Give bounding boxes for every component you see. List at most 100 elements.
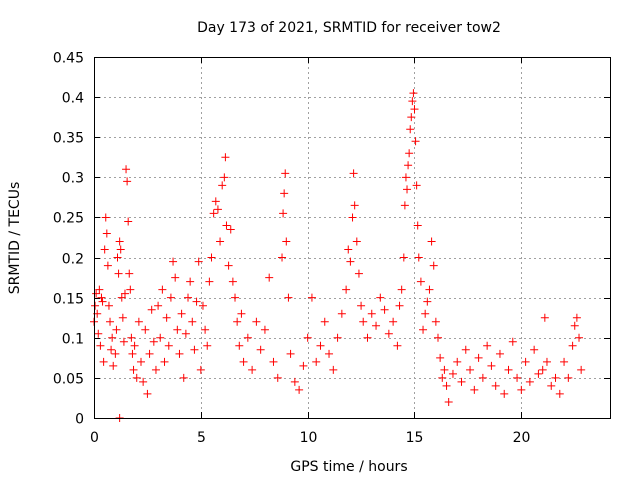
data-point (265, 273, 274, 282)
data-point (470, 385, 479, 394)
data-point (414, 253, 423, 262)
data-point (363, 333, 372, 342)
data-point (416, 277, 425, 286)
data-point (196, 365, 205, 374)
data-point (125, 269, 134, 278)
data-point (372, 321, 381, 330)
data-point (154, 301, 163, 310)
data-point (123, 177, 132, 186)
data-point (112, 325, 121, 334)
data-point (307, 293, 316, 302)
data-point (224, 261, 233, 270)
y-tick-label: 0 (75, 412, 84, 428)
data-point (453, 357, 462, 366)
data-point (279, 209, 288, 218)
data-point (393, 341, 402, 350)
data-point (406, 125, 415, 134)
data-point (216, 237, 225, 246)
data-point (384, 329, 393, 338)
data-point (111, 349, 120, 358)
data-point (106, 317, 115, 326)
data-point (101, 213, 110, 222)
x-axis-label: GPS time / hours (290, 459, 407, 475)
data-point (448, 369, 457, 378)
data-point (431, 317, 440, 326)
data-point (504, 365, 513, 374)
data-point (521, 357, 530, 366)
data-point (303, 333, 312, 342)
data-point (222, 221, 231, 230)
y-tick-label: 0.3 (62, 171, 84, 187)
data-point (570, 321, 579, 330)
data-point (329, 365, 338, 374)
data-point (95, 285, 104, 294)
data-point (248, 365, 257, 374)
data-point (316, 341, 325, 350)
data-point (100, 245, 109, 254)
data-point (184, 293, 193, 302)
data-point (487, 361, 496, 370)
data-point (337, 309, 346, 318)
data-point (483, 341, 492, 350)
x-tick-label: 5 (197, 430, 206, 446)
data-point (352, 237, 361, 246)
data-point (147, 305, 156, 314)
data-point (280, 189, 289, 198)
data-point (132, 373, 141, 382)
data-point (192, 297, 201, 306)
data-point (500, 389, 509, 398)
data-point (220, 173, 229, 182)
data-point (213, 205, 222, 214)
x-tick-label: 0 (90, 430, 99, 446)
data-point (96, 341, 105, 350)
data-point (376, 293, 385, 302)
data-point (209, 209, 218, 218)
data-point (143, 389, 152, 398)
data-point (173, 325, 182, 334)
data-point (429, 261, 438, 270)
data-point (357, 301, 366, 310)
data-point (346, 257, 355, 266)
data-point (252, 317, 261, 326)
data-point (179, 373, 188, 382)
data-point (538, 365, 547, 374)
y-tick-label: 0.45 (53, 51, 84, 67)
data-point (427, 237, 436, 246)
data-point (425, 285, 434, 294)
data-point (145, 349, 154, 358)
data-point (151, 365, 160, 374)
data-point (139, 377, 148, 386)
data-point (116, 245, 125, 254)
data-point (186, 277, 195, 286)
data-point (466, 365, 475, 374)
data-point (436, 353, 445, 362)
data-point (108, 333, 117, 342)
data-point (564, 373, 573, 382)
data-point (260, 325, 269, 334)
data-point (233, 317, 242, 326)
data-point (344, 245, 353, 254)
data-point (401, 173, 410, 182)
data-point (530, 345, 539, 354)
data-point (286, 349, 295, 358)
data-point (438, 373, 447, 382)
data-point (256, 345, 265, 354)
axis-ticks: 0 0.05 0.1 0.15 0.2 0.25 0.3 0.35 0.4 0.45 0 5 10 15 2… (53, 51, 610, 446)
x-tick-label: 15 (406, 430, 424, 446)
data-point (408, 97, 417, 106)
data-point (542, 357, 551, 366)
y-tick-label: 0.2 (62, 252, 84, 268)
data-point (166, 293, 175, 302)
data-point (517, 385, 526, 394)
data-point (551, 373, 560, 382)
data-point (354, 269, 363, 278)
y-tick-label: 0.15 (53, 292, 84, 308)
data-point (137, 357, 146, 366)
data-point (404, 161, 413, 170)
data-point (540, 313, 549, 322)
data-point (201, 325, 210, 334)
data-point (403, 185, 412, 194)
data-point (124, 217, 133, 226)
data-point (205, 277, 214, 286)
